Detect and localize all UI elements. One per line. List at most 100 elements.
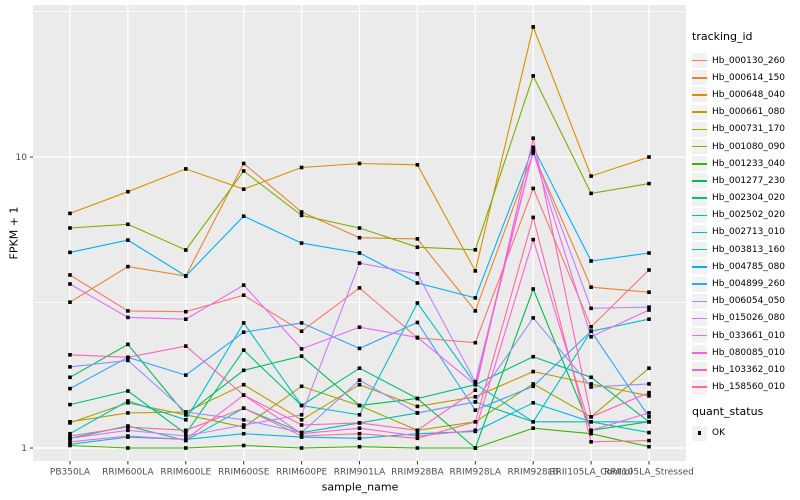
- data-point: [357, 436, 362, 441]
- legend-entry-Hb_001080_090: Hb_001080_090: [690, 138, 800, 155]
- data-point: [531, 384, 535, 389]
- legend-entry-label: Hb_001080_090: [712, 141, 786, 152]
- data-point: [357, 382, 362, 387]
- data-point: [531, 401, 535, 405]
- legend-entry-Hb_033661_010: Hb_033661_010: [690, 327, 800, 344]
- data-point: [531, 237, 535, 242]
- data-point: [589, 382, 593, 386]
- data-point: [299, 347, 304, 351]
- legend-entry-Hb_158560_010: Hb_158560_010: [690, 379, 800, 396]
- data-point: [241, 425, 246, 429]
- data-point: [241, 382, 246, 387]
- data-point: [415, 245, 420, 249]
- data-point: [126, 434, 130, 438]
- data-point: [531, 150, 535, 154]
- data-point: [68, 250, 72, 255]
- data-point: [415, 404, 420, 409]
- data-point: [415, 320, 420, 325]
- legend-entry-Hb_004785_080: Hb_004785_080: [690, 258, 800, 275]
- data-point: [473, 420, 478, 424]
- data-point: [299, 423, 304, 427]
- data-point: [126, 222, 130, 227]
- data-point: [126, 389, 130, 393]
- data-point: [357, 325, 362, 329]
- data-point: [68, 375, 72, 380]
- data-point: [473, 395, 478, 399]
- data-point: [299, 213, 304, 218]
- data-point: [241, 423, 246, 427]
- data-point: [184, 410, 188, 414]
- data-point: [473, 428, 478, 433]
- data-point: [531, 287, 535, 291]
- legend-entry-Hb_006054_050: Hb_006054_050: [690, 293, 800, 310]
- data-point: [184, 248, 188, 252]
- data-point: [357, 261, 362, 265]
- data-point: [241, 161, 246, 166]
- legend-entry-label: Hb_000661_080: [712, 107, 786, 118]
- x-tick-label: RRIM928BA: [391, 468, 444, 478]
- legend-entry-Hb_000661_080: Hb_000661_080: [690, 104, 800, 121]
- data-point: [647, 268, 651, 272]
- data-point: [68, 434, 72, 438]
- data-point: [357, 421, 362, 425]
- data-point: [357, 403, 362, 408]
- data-point: [647, 382, 651, 386]
- data-point: [589, 174, 593, 178]
- x-tick-label: RRIM600SE: [218, 468, 270, 478]
- data-point: [126, 238, 130, 242]
- legend-key-swatch: [692, 70, 707, 86]
- legend-key-swatch: [692, 293, 707, 309]
- data-point: [241, 187, 246, 191]
- data-point: [415, 281, 420, 285]
- data-point: [589, 306, 593, 311]
- data-point: [126, 411, 130, 415]
- data-point: [68, 442, 72, 447]
- data-point: [126, 355, 130, 360]
- data-point: [241, 393, 246, 397]
- data-point: [357, 413, 362, 417]
- data-point: [241, 293, 246, 297]
- legend-entry-label: Hb_001277_230: [712, 175, 786, 186]
- data-point: [647, 155, 651, 159]
- x-tick-label: RRII105LA_Stressed: [604, 468, 694, 478]
- data-point: [357, 431, 362, 436]
- legend-key-swatch: [692, 53, 707, 69]
- data-point: [589, 385, 593, 389]
- legend-key-swatch: [692, 121, 707, 137]
- legend-entry-label: Hb_004785_080: [712, 261, 786, 272]
- legend-entry-Hb_002502_020: Hb_002502_020: [690, 207, 800, 224]
- data-point: [299, 446, 304, 450]
- legend-key-swatch: [692, 190, 707, 206]
- legend-entry-label: Hb_015026_080: [712, 313, 786, 324]
- data-point: [415, 272, 420, 276]
- x-tick-label: RRII105LA_Control: [549, 468, 632, 478]
- data-point: [68, 386, 72, 391]
- data-point: [184, 274, 188, 278]
- data-point: [589, 329, 593, 333]
- legend-entries: Hb_000130_260 Hb_000614_150 Hb_000648_040 H…: [690, 52, 800, 396]
- data-point: [126, 425, 130, 429]
- data-point: [647, 290, 651, 294]
- data-point: [68, 226, 72, 230]
- data-point: [241, 348, 246, 352]
- legend-entry-Hb_001233_040: Hb_001233_040: [690, 155, 800, 172]
- legend-entry-Hb_000731_170: Hb_000731_170: [690, 121, 800, 138]
- data-point: [589, 431, 593, 436]
- data-point: [184, 428, 188, 433]
- x-tick-label: RRIM928LA: [450, 468, 502, 478]
- x-tick-label: RRIM928LB: [508, 468, 559, 478]
- data-point: [299, 384, 304, 389]
- x-tick-label: RRIM600LA: [102, 468, 154, 478]
- legend-entry-quant-OK: OK: [690, 425, 800, 442]
- legend-key-swatch: [692, 276, 707, 292]
- data-point: [415, 301, 420, 305]
- y-axis-title: FPKM + 1: [7, 206, 21, 260]
- legend-entry-Hb_103362_010: Hb_103362_010: [690, 361, 800, 378]
- data-point: [126, 446, 130, 450]
- legend: tracking_id Hb_000130_260 Hb_000614_150 Hb…: [690, 0, 800, 500]
- data-point: [531, 354, 535, 359]
- data-point: [184, 413, 188, 417]
- legend-title-tracking-id: tracking_id: [692, 30, 753, 43]
